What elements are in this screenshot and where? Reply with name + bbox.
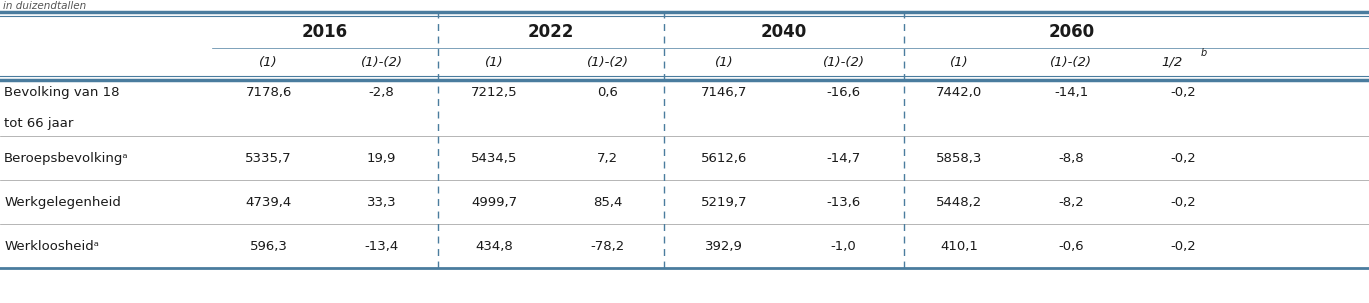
Text: (1)-(2): (1)-(2) bbox=[360, 55, 402, 68]
Text: -0,2: -0,2 bbox=[1170, 86, 1197, 99]
Text: 7442,0: 7442,0 bbox=[936, 86, 983, 99]
Text: 5448,2: 5448,2 bbox=[936, 195, 983, 208]
Text: 19,9: 19,9 bbox=[367, 152, 396, 165]
Text: -0,2: -0,2 bbox=[1170, 239, 1197, 252]
Text: 7,2: 7,2 bbox=[597, 152, 617, 165]
Text: (1): (1) bbox=[715, 55, 734, 68]
Text: (1): (1) bbox=[950, 55, 969, 68]
Text: -8,8: -8,8 bbox=[1058, 152, 1084, 165]
Text: 0,6: 0,6 bbox=[597, 86, 617, 99]
Text: 33,3: 33,3 bbox=[367, 195, 397, 208]
Text: (1)-(2): (1)-(2) bbox=[1050, 55, 1092, 68]
Text: (1)-(2): (1)-(2) bbox=[823, 55, 865, 68]
Text: in duizendtallen: in duizendtallen bbox=[3, 1, 86, 11]
Text: -16,6: -16,6 bbox=[827, 86, 861, 99]
Text: 5612,6: 5612,6 bbox=[701, 152, 747, 165]
Text: -8,2: -8,2 bbox=[1058, 195, 1084, 208]
Text: 7146,7: 7146,7 bbox=[701, 86, 747, 99]
Text: 4739,4: 4739,4 bbox=[245, 195, 292, 208]
Text: 2060: 2060 bbox=[1049, 23, 1094, 41]
Text: Beroepsbevolkingᵃ: Beroepsbevolkingᵃ bbox=[4, 152, 129, 165]
Text: 1/2: 1/2 bbox=[1161, 55, 1183, 68]
Text: 7212,5: 7212,5 bbox=[471, 86, 517, 99]
Text: -0,2: -0,2 bbox=[1170, 195, 1197, 208]
Text: 392,9: 392,9 bbox=[705, 239, 743, 252]
Text: 85,4: 85,4 bbox=[593, 195, 622, 208]
Text: tot 66 jaar: tot 66 jaar bbox=[4, 117, 74, 130]
Text: 410,1: 410,1 bbox=[941, 239, 979, 252]
Text: (1)-(2): (1)-(2) bbox=[586, 55, 628, 68]
Text: 2022: 2022 bbox=[528, 23, 574, 41]
Text: b: b bbox=[1201, 48, 1206, 58]
Text: -14,7: -14,7 bbox=[827, 152, 861, 165]
Text: -1,0: -1,0 bbox=[831, 239, 857, 252]
Text: (1): (1) bbox=[485, 55, 504, 68]
Text: 434,8: 434,8 bbox=[475, 239, 513, 252]
Text: -13,6: -13,6 bbox=[827, 195, 861, 208]
Text: -14,1: -14,1 bbox=[1054, 86, 1088, 99]
Text: -0,6: -0,6 bbox=[1058, 239, 1084, 252]
Text: -0,2: -0,2 bbox=[1170, 152, 1197, 165]
Text: Werkgelegenheid: Werkgelegenheid bbox=[4, 195, 120, 208]
Text: Werkloosheidᵃ: Werkloosheidᵃ bbox=[4, 239, 99, 252]
Text: 5434,5: 5434,5 bbox=[471, 152, 517, 165]
Text: 5219,7: 5219,7 bbox=[701, 195, 747, 208]
Text: 7178,6: 7178,6 bbox=[245, 86, 292, 99]
Text: -13,4: -13,4 bbox=[364, 239, 398, 252]
Text: -2,8: -2,8 bbox=[368, 86, 394, 99]
Text: -78,2: -78,2 bbox=[590, 239, 624, 252]
Text: (1): (1) bbox=[259, 55, 278, 68]
Text: 596,3: 596,3 bbox=[249, 239, 287, 252]
Text: 4999,7: 4999,7 bbox=[471, 195, 517, 208]
Text: 5858,3: 5858,3 bbox=[936, 152, 983, 165]
Text: Bevolking van 18: Bevolking van 18 bbox=[4, 86, 119, 99]
Text: 2040: 2040 bbox=[761, 23, 806, 41]
Text: 2016: 2016 bbox=[303, 23, 348, 41]
Text: 5335,7: 5335,7 bbox=[245, 152, 292, 165]
